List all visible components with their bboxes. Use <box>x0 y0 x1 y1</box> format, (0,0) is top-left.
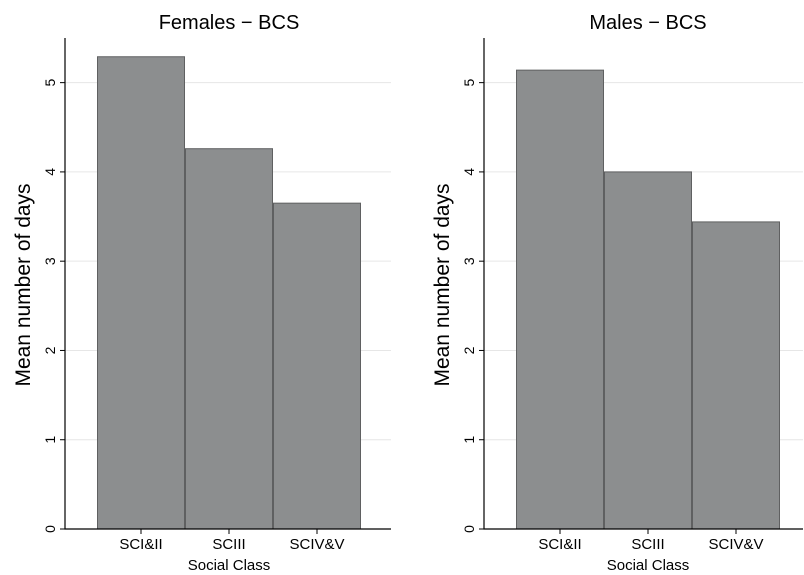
males-y-axis-label: Mean number of days <box>431 183 454 386</box>
females-bars <box>97 56 361 530</box>
females-panel-title: Females − BCS <box>159 12 300 34</box>
females-y-tick-label: 4 <box>42 168 58 176</box>
males-x-ticks: SCI&II SCIII SCIV&V <box>538 529 764 553</box>
males-panel-title: Males − BCS <box>589 12 706 34</box>
males-bar-2 <box>692 221 780 530</box>
males-y-tick-label: 5 <box>461 79 477 87</box>
females-y-tick-label: 5 <box>42 79 58 87</box>
females-panel: Females − BCS Mean number of days Social… <box>12 12 391 574</box>
females-bar-1 <box>185 148 273 530</box>
males-category-label: SCI&II <box>538 536 581 553</box>
males-category-label: SCIV&V <box>708 536 763 553</box>
males-y-tick-label: 1 <box>461 436 477 444</box>
males-y-tick-label: 4 <box>461 168 477 176</box>
females-y-axis-label: Mean number of days <box>12 183 35 386</box>
females-y-tick-label: 0 <box>42 525 58 533</box>
females-x-ticks: SCI&II SCIII SCIV&V <box>119 529 345 553</box>
females-bar-0 <box>97 56 185 530</box>
males-bars <box>516 69 780 530</box>
females-y-tick-label: 3 <box>42 257 58 265</box>
females-y-tick-label: 2 <box>42 346 58 354</box>
males-category-label: SCIII <box>631 536 664 553</box>
females-category-label: SCI&II <box>119 536 162 553</box>
females-bar-2 <box>273 202 361 530</box>
females-y-tick-label: 1 <box>42 436 58 444</box>
males-panel: Males − BCS Mean number of days Social C… <box>431 12 803 574</box>
males-y-tick-label: 2 <box>461 346 477 354</box>
males-y-tick-label: 3 <box>461 257 477 265</box>
females-y-ticks: 0 1 2 3 4 5 <box>42 79 65 533</box>
males-y-tick-label: 0 <box>461 525 477 533</box>
males-bar-1 <box>604 171 692 530</box>
females-x-axis-label: Social Class <box>188 557 271 574</box>
males-y-ticks: 0 1 2 3 4 5 <box>461 79 484 533</box>
males-bar-0 <box>516 69 604 530</box>
females-category-label: SCIV&V <box>289 536 344 553</box>
males-x-axis-label: Social Class <box>607 557 690 574</box>
females-category-label: SCIII <box>212 536 245 553</box>
